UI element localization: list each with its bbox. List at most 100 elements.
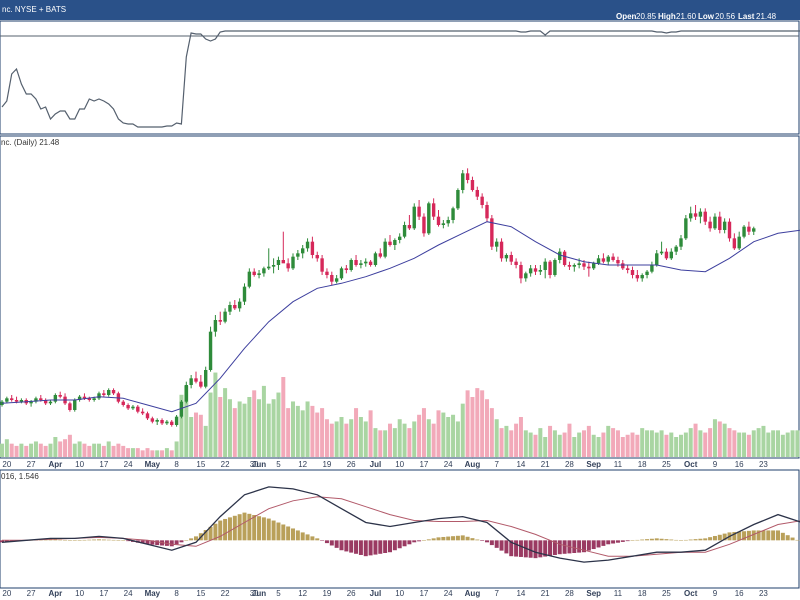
candle-down: [664, 251, 669, 259]
volume-bar: [145, 448, 150, 457]
volume-bar: [349, 419, 354, 457]
candle-down: [194, 378, 198, 382]
macd-histogram-bar: [722, 533, 727, 541]
x-tick-label: 8: [174, 460, 179, 469]
candle-up: [645, 271, 649, 275]
macd-histogram-bar: [169, 540, 174, 547]
macd-histogram-bar: [659, 538, 664, 541]
volume-bar: [683, 432, 688, 457]
candle-down: [611, 256, 615, 260]
volume-bar: [436, 410, 441, 457]
x-tick-label: 9: [713, 460, 718, 469]
macd-histogram-bar: [339, 540, 344, 551]
macd-histogram-bar: [194, 536, 198, 541]
candle-up: [398, 236, 402, 240]
macd-histogram-bar: [300, 532, 305, 541]
x-tick-label: 11: [614, 460, 623, 469]
macd-histogram-bar: [344, 540, 349, 552]
x-tick-label: 27: [27, 460, 36, 469]
volume-bar: [4, 439, 9, 457]
volume-bar: [485, 399, 489, 457]
x-tick-label: 10: [75, 460, 84, 469]
candle-up: [29, 401, 33, 404]
candle-up: [174, 416, 179, 425]
moving-average-layer: [1, 221, 800, 413]
volume-bar: [38, 443, 43, 457]
volume-bar: [746, 434, 751, 457]
candle-up: [228, 305, 232, 312]
macd-histogram-bar: [315, 538, 320, 541]
volume-bar: [732, 430, 737, 457]
macd-histogram-bar: [77, 540, 82, 541]
x-tick-label: 24: [444, 460, 453, 469]
macd-histogram-bar: [373, 540, 378, 555]
x-tick-label: 12: [298, 460, 307, 469]
macd-histogram-bar: [276, 522, 281, 541]
volume-bar: [363, 421, 368, 457]
candle-up: [276, 260, 281, 265]
macd-x-tick-label: 24: [444, 589, 453, 598]
volume-bar: [790, 430, 795, 457]
candle-up: [155, 420, 159, 422]
volume-bar: [9, 443, 14, 457]
macd-histogram-bar: [184, 540, 189, 541]
candle-up: [461, 173, 465, 190]
macd-histogram-bar: [528, 540, 533, 558]
candlestick-series: [0, 168, 756, 427]
candle-down: [43, 400, 48, 404]
candle-down: [286, 263, 290, 269]
macd-histogram-bar: [674, 539, 679, 541]
macd-histogram-bar: [441, 536, 446, 541]
x-tick-label: Sep: [586, 460, 601, 469]
candle-up: [267, 266, 271, 269]
candle-up: [553, 260, 557, 275]
macd-histogram-bar: [785, 535, 790, 541]
candle-up: [528, 268, 533, 274]
volume-bar: [373, 428, 378, 457]
volume-bar: [460, 403, 465, 457]
macd-x-tick-label: 14: [516, 589, 525, 598]
price-panel: [0, 135, 800, 459]
macd-histogram-bar: [746, 530, 751, 541]
volume-bar: [354, 408, 359, 457]
macd-histogram-bar: [557, 540, 562, 555]
macd-histogram-bar: [310, 536, 315, 541]
volume-bar: [329, 423, 334, 457]
candle-up: [237, 301, 242, 309]
volume-bar: [150, 450, 155, 457]
macd-histogram-bar: [388, 540, 392, 553]
macd-histogram-bar: [53, 539, 58, 541]
volume-bar: [776, 430, 780, 457]
macd-histogram-bar: [281, 524, 286, 541]
candle-down: [68, 403, 72, 410]
candle-down: [111, 390, 116, 394]
volume-bar: [402, 423, 407, 457]
macd-x-tick-label: 22: [221, 589, 230, 598]
macd-histogram-bar: [596, 540, 601, 548]
macd-histogram-bar: [242, 512, 247, 541]
volume-bar: [194, 412, 198, 457]
macd-x-tick-label: 16: [735, 589, 744, 598]
volume-bar: [737, 432, 742, 457]
moving-average-line: [1, 221, 800, 413]
candle-up: [53, 395, 58, 402]
candle-up: [291, 256, 295, 269]
candle-up: [679, 238, 683, 247]
candle-down: [422, 216, 426, 234]
candle-down: [703, 211, 707, 222]
candle-up: [412, 206, 416, 229]
candle-down: [315, 255, 319, 259]
macd-histogram-bar: [140, 540, 145, 544]
volume-bar: [664, 434, 669, 457]
volume-bar: [58, 441, 63, 457]
macd-histogram-bar: [693, 539, 698, 541]
macd-x-tick-label: 17: [99, 589, 108, 598]
x-tick-label: Apr: [48, 460, 62, 469]
candle-down: [708, 221, 712, 229]
volume-bar: [324, 419, 329, 457]
macd-histogram-bar: [97, 539, 101, 541]
candle-down: [407, 225, 412, 229]
candle-up: [349, 260, 353, 270]
macd-signal-line: [2, 496, 800, 557]
